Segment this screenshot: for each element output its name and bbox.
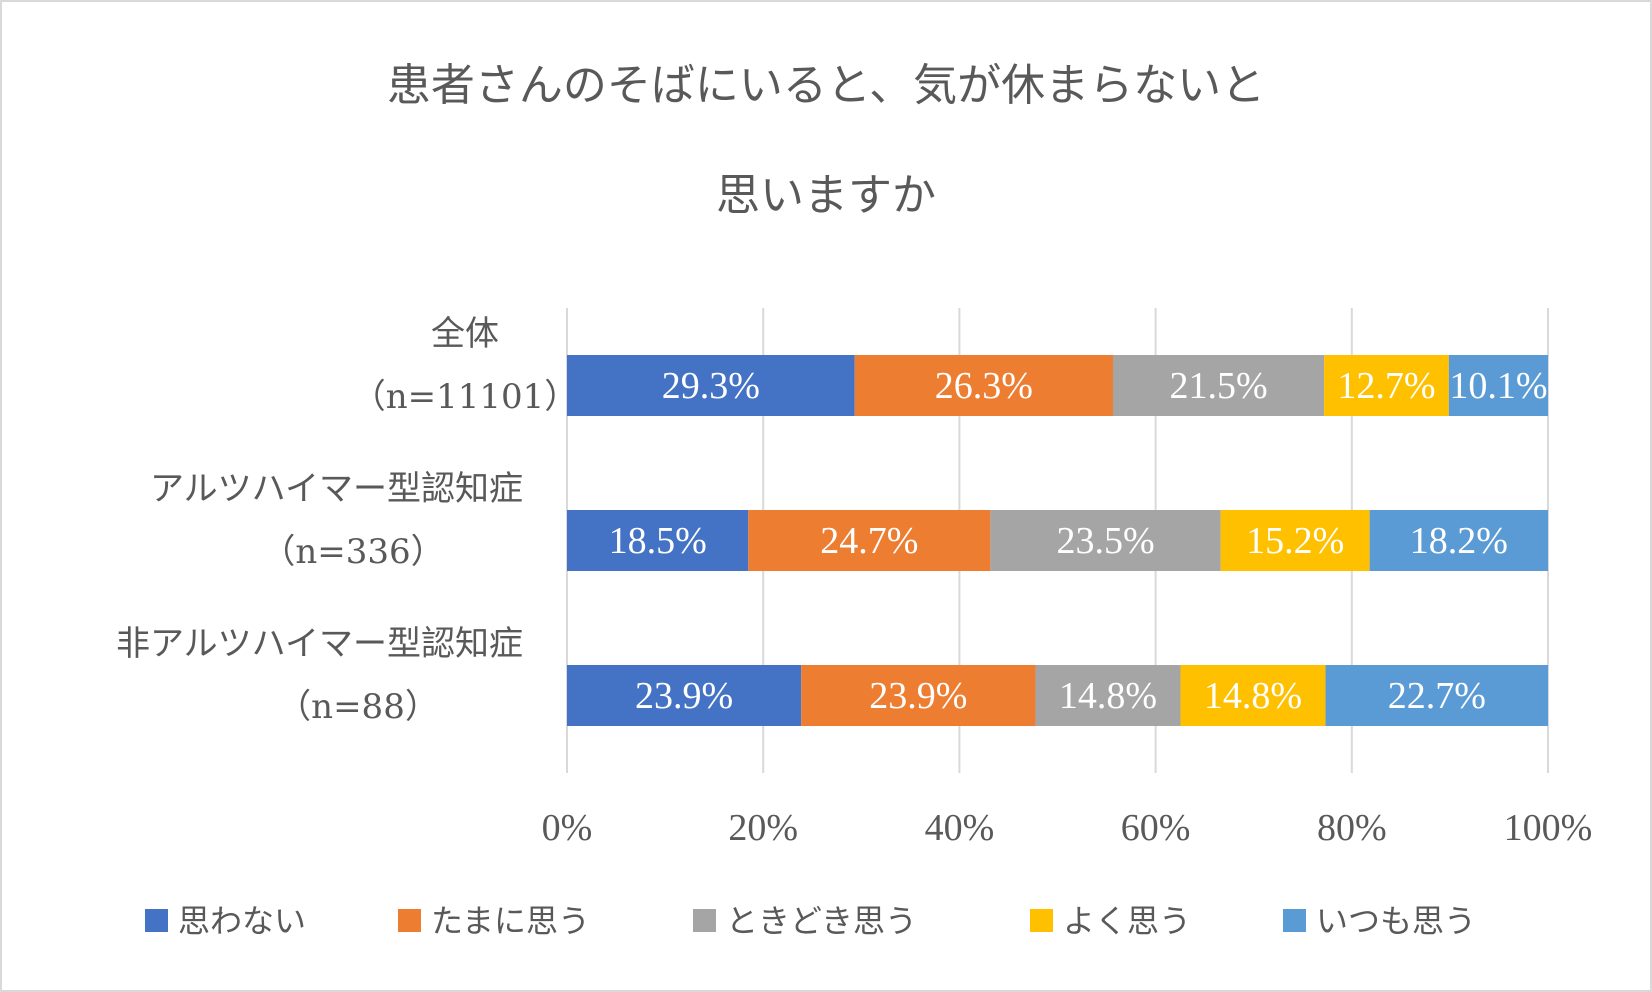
- legend-swatch: [145, 909, 168, 932]
- bar-segment: [1448, 355, 1548, 416]
- data-label: 23.9%: [635, 675, 733, 717]
- chart-title-line-1: 患者さんのそばにいると、気が休まらないと: [387, 60, 1265, 111]
- data-label: 14.8%: [1059, 675, 1157, 717]
- bar-segment: [1324, 355, 1449, 416]
- legend-swatch: [398, 909, 421, 932]
- bar-segment: [567, 355, 855, 416]
- category-n-label: （n=11101）: [352, 377, 579, 417]
- legend-label: いつも思う: [1316, 902, 1476, 940]
- legend-swatch: [693, 909, 716, 932]
- data-label: 23.5%: [1056, 520, 1154, 562]
- data-label: 23.9%: [869, 675, 967, 717]
- category-label: 非アルツハイマー型認知症: [116, 624, 523, 664]
- bar-segment: [854, 355, 1113, 416]
- data-label: 26.3%: [935, 365, 1033, 407]
- bar-segment: [1369, 510, 1548, 571]
- category-label: アルツハイマー型認知症: [150, 469, 523, 509]
- data-label: 18.2%: [1410, 520, 1508, 562]
- x-tick-label: 0%: [542, 807, 593, 849]
- category-label: 全体: [431, 314, 499, 354]
- category-n-label: （n=88）: [277, 687, 439, 727]
- x-tick-label: 40%: [925, 807, 995, 849]
- x-tick-label: 20%: [728, 807, 798, 849]
- data-label: 21.5%: [1169, 365, 1267, 407]
- data-label: 10.1%: [1449, 365, 1547, 407]
- data-label: 18.5%: [609, 520, 707, 562]
- data-label: 29.3%: [662, 365, 760, 407]
- x-tick-label: 100%: [1504, 807, 1593, 849]
- legend-swatch: [1030, 909, 1053, 932]
- bar-segment: [567, 510, 749, 571]
- bar-segment: [1035, 665, 1181, 726]
- data-label: 24.7%: [820, 520, 918, 562]
- data-label: 12.7%: [1337, 365, 1435, 407]
- x-tick-label: 60%: [1121, 807, 1191, 849]
- bar-segment: [748, 510, 991, 571]
- bar-segment: [1112, 355, 1325, 416]
- chart-title-line-2: 思いますか: [716, 170, 936, 221]
- bar-segment: [1180, 665, 1326, 726]
- data-label: 15.2%: [1246, 520, 1344, 562]
- bar-segment: [1325, 665, 1548, 726]
- legend-label: ときどき思う: [726, 902, 917, 940]
- legend-label: 思わない: [178, 902, 306, 940]
- bar-segment: [801, 665, 1036, 726]
- legend-label: よく思う: [1063, 902, 1191, 940]
- category-n-label: （n=336）: [261, 532, 444, 572]
- x-tick-label: 80%: [1317, 807, 1387, 849]
- legend-swatch: [1283, 909, 1306, 932]
- bar-segment: [990, 510, 1221, 571]
- data-label: 14.8%: [1204, 675, 1302, 717]
- bar-segment: [1220, 510, 1370, 571]
- legend-label: たまに思う: [431, 902, 590, 940]
- data-label: 22.7%: [1388, 675, 1486, 717]
- bar-segment: [567, 665, 802, 726]
